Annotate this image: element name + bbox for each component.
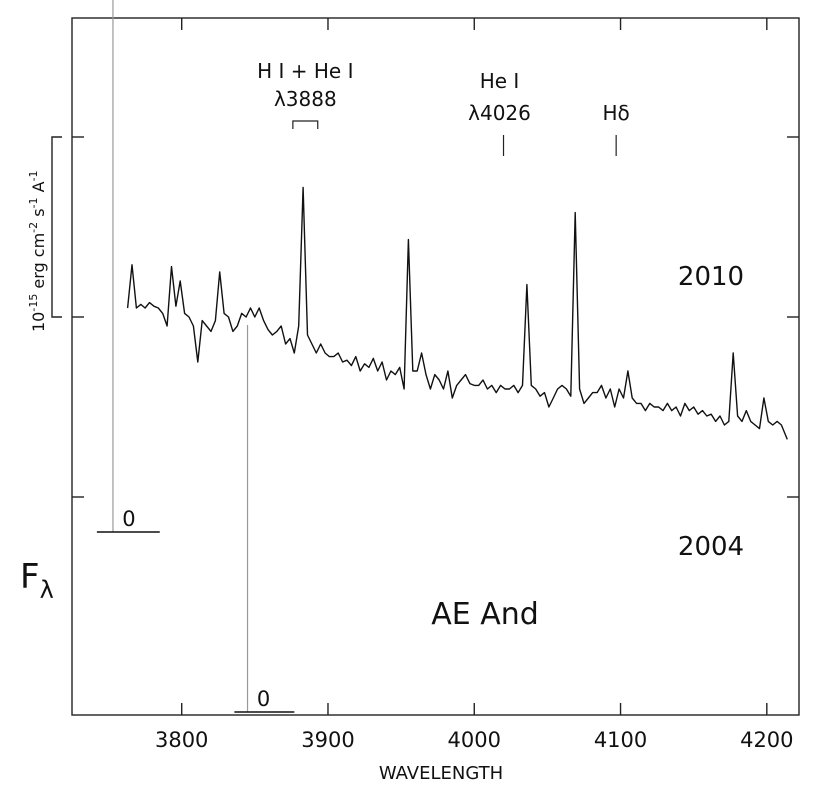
line-id-label: He I <box>480 69 520 93</box>
line-id-wavelength: λ3888 <box>274 87 337 111</box>
spectrum-line-2004 <box>126 186 788 440</box>
x-tick-label: 3800 <box>155 728 208 752</box>
x-tick-label: 4200 <box>740 728 793 752</box>
unit-part-2: s <box>29 208 48 221</box>
object-name: AE And <box>431 597 539 632</box>
line-id-label: H I + He I <box>257 59 353 83</box>
x-tick-labels: 3800 3900 4000 4100 4200 <box>155 728 794 752</box>
unit-exp-3: -1 <box>27 197 40 208</box>
plot-frame <box>71 17 800 716</box>
y-axis-label: Fλ <box>20 557 54 604</box>
unit-exp-1: -15 <box>27 294 40 312</box>
unit-part-1: erg cm <box>29 233 48 294</box>
x-tick-label: 3900 <box>301 728 354 752</box>
y-axis-symbol: F <box>20 557 40 597</box>
scale-bar-label: 10-15 erg cm-2 s-1 A-1 <box>27 170 48 332</box>
unit-exp-2: -2 <box>27 222 40 233</box>
zero-level-label-2010: 0 <box>122 507 135 531</box>
line-identifications: H I + He I λ3888 He I λ4026 Hδ <box>257 59 630 156</box>
series-label-2010: 2010 <box>678 262 744 292</box>
scale-bracket <box>51 136 62 318</box>
axis-ticks <box>72 18 799 715</box>
x-tick-label: 4100 <box>594 728 647 752</box>
y-axis-subscript: λ <box>40 576 54 604</box>
x-tick-label: 4000 <box>448 728 501 752</box>
unit-base: 10 <box>29 312 48 332</box>
zero-level-label-2004: 0 <box>257 687 270 711</box>
unit-exp-4: -1 <box>27 170 40 181</box>
unit-part-3: A <box>29 181 48 197</box>
zero-levels: 00 <box>96 0 295 713</box>
line-id-label: Hδ <box>603 101 630 125</box>
spectra <box>126 186 788 440</box>
line-id-bracket <box>292 120 319 129</box>
series-label-2004: 2004 <box>678 532 744 562</box>
x-axis-label: WAVELENGTH <box>379 763 503 784</box>
line-id-wavelength: λ4026 <box>468 101 531 125</box>
